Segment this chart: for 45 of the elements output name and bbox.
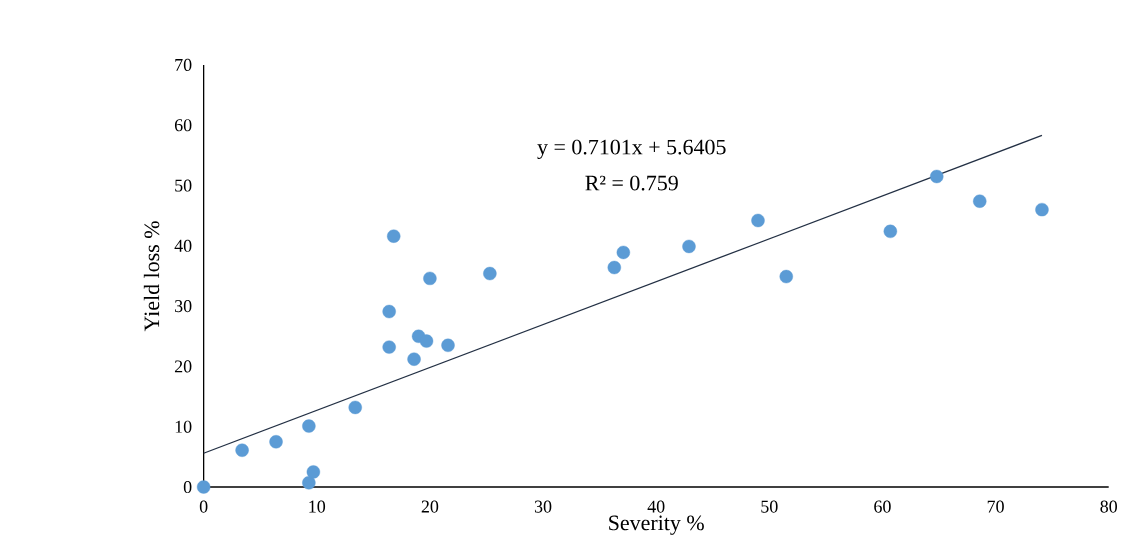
point	[682, 239, 696, 254]
point	[1035, 202, 1049, 217]
annotation: y = 0.7101x + 5.6405	[537, 139, 726, 159]
point	[441, 338, 455, 352]
point	[607, 260, 621, 275]
x-tick-label: 50	[761, 500, 778, 513]
point	[407, 352, 421, 366]
x-axis-title: Severity %	[609, 515, 704, 535]
y-tick-label: 50	[175, 179, 192, 192]
point	[269, 435, 283, 449]
point	[883, 224, 898, 238]
y-tick-label: 70	[175, 58, 192, 71]
point	[302, 476, 316, 490]
y-tick-label: 30	[175, 299, 192, 313]
x-tick-label: 30	[534, 500, 552, 513]
x-tick-label: 0	[199, 500, 208, 513]
annotation: R² = 0.759	[585, 175, 678, 191]
point	[973, 194, 987, 208]
point	[419, 334, 434, 348]
point	[302, 419, 316, 433]
y-tick-label: 40	[174, 239, 192, 252]
x-tick-label: 40	[647, 500, 665, 513]
point	[930, 169, 944, 184]
point	[235, 443, 249, 457]
point	[348, 400, 362, 415]
point	[423, 271, 437, 285]
y-tick-label: 0	[183, 480, 192, 493]
point	[616, 245, 631, 260]
point	[382, 340, 396, 354]
x-tick-label: 70	[987, 500, 1004, 513]
point	[387, 229, 401, 243]
y-tick-label: 20	[174, 360, 192, 373]
x-tick-label: 60	[874, 500, 891, 513]
x-tick-label: 20	[421, 500, 439, 513]
point	[751, 213, 765, 228]
y-axis-title: Yield loss %	[143, 221, 160, 332]
point	[196, 480, 211, 494]
y-tick-label: 60	[174, 119, 192, 132]
x-tick-label: 80	[1100, 500, 1117, 513]
point	[779, 269, 793, 284]
point	[306, 465, 321, 479]
y-tick-label: 10	[175, 420, 192, 433]
point	[483, 266, 497, 281]
x-tick-label: 10	[309, 500, 326, 513]
point	[382, 304, 396, 319]
